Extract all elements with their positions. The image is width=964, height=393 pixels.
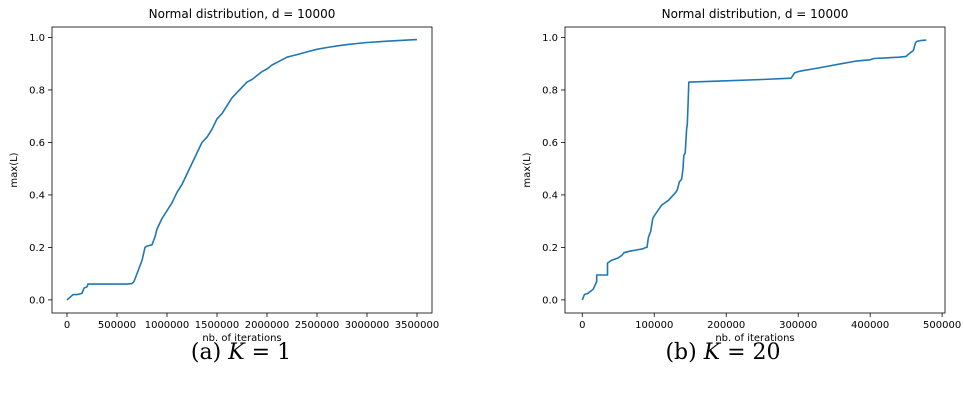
y-tick-label: 1.0: [542, 33, 558, 44]
series-line: [581, 39, 927, 301]
chart-panel-b: Normal distribution, d = 10000 0 100000 200…: [482, 0, 964, 393]
plot-frame: [51, 26, 433, 314]
x-tick-label: 0: [64, 320, 70, 331]
y-tick-label: 0.0: [29, 295, 45, 306]
y-tick-label: 0.2: [29, 243, 45, 254]
y-tick-label: 0.8: [29, 85, 45, 96]
y-tick-label: 0.0: [542, 295, 558, 306]
plot-frame: [564, 26, 946, 314]
x-tick-label: 500000: [98, 320, 136, 331]
caption-a-suffix: = 1: [244, 340, 292, 365]
y-tick-label: 0.8: [542, 85, 558, 96]
chart-panel-a: Normal distribution, d = 10000 0 500000 100…: [0, 7, 482, 365]
x-axis-label: nb. of iterations: [202, 333, 281, 344]
y-tick-label: 0.4: [29, 190, 45, 201]
y-tick-label: 0.6: [542, 138, 558, 149]
series-line: [66, 38, 418, 301]
chart-title: Normal distribution, d = 10000: [662, 7, 849, 21]
y-tick-label: 1.0: [29, 33, 45, 44]
x-tick-label: 500000: [923, 320, 961, 331]
line-chart-a: Normal distribution, d = 10000 0 500000 100…: [9, 7, 440, 344]
x-tick-label: 300000: [779, 320, 817, 331]
x-tick-label: 200000: [707, 320, 745, 331]
y-tick-label: 0.2: [542, 243, 558, 254]
x-tick-label: 3500000: [395, 320, 440, 331]
caption-b: (b) K = 20: [482, 340, 964, 365]
caption-a-math: K: [228, 340, 245, 365]
x-tick-label: 1000000: [145, 320, 190, 331]
x-tick-label: 100000: [635, 320, 673, 331]
x-tick-label: 0: [579, 320, 585, 331]
caption-a-prefix: (a): [190, 340, 222, 365]
caption-b-suffix: = 20: [720, 340, 781, 365]
y-tick-label: 0.4: [542, 190, 558, 201]
caption-b-prefix: (b): [665, 340, 697, 365]
x-tick-label: 3000000: [345, 320, 390, 331]
caption-b-math: K: [703, 340, 721, 365]
x-tick-label: 1500000: [195, 320, 240, 331]
x-axis-label: nb. of iterations: [715, 333, 794, 344]
y-axis-label: max(L): [522, 152, 533, 187]
chart-title: Normal distribution, d = 10000: [149, 7, 336, 21]
caption-a: (a) K = 1: [0, 340, 482, 365]
y-tick-label: 0.6: [29, 138, 45, 149]
line-chart-b: Normal distribution, d = 10000 0 100000 200…: [522, 7, 961, 344]
x-tick-label: 2500000: [295, 320, 340, 331]
x-tick-label: 400000: [851, 320, 889, 331]
x-tick-label: 2000000: [245, 320, 290, 331]
y-axis-label: max(L): [9, 152, 20, 187]
